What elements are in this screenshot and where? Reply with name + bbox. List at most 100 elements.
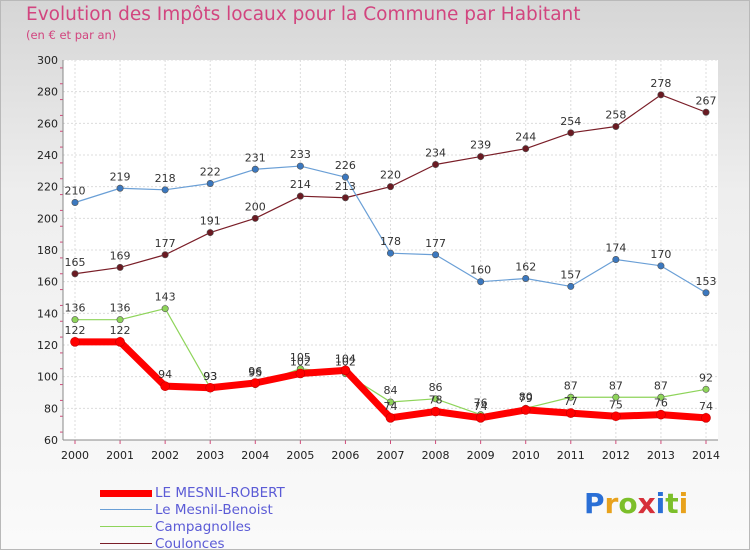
x-tick-label: 2012 xyxy=(602,449,630,462)
x-tick-label: 2013 xyxy=(647,449,675,462)
data-point xyxy=(656,409,666,420)
data-label: 214 xyxy=(290,178,311,191)
data-label: 244 xyxy=(515,131,536,144)
x-tick-label: 2011 xyxy=(557,449,585,462)
data-label: 84 xyxy=(384,384,398,397)
x-tick-label: 2009 xyxy=(467,449,495,462)
data-label: 87 xyxy=(564,379,578,392)
data-label: 105 xyxy=(290,351,311,364)
x-tick-label: 2006 xyxy=(331,449,359,462)
chart-subtitle: (en € et par an) xyxy=(26,28,117,42)
x-tick-label: 2002 xyxy=(151,449,179,462)
data-label: 102 xyxy=(290,356,311,369)
data-label: 122 xyxy=(110,324,131,337)
x-tick-label: 2008 xyxy=(422,449,450,462)
data-label: 86 xyxy=(429,381,443,394)
data-point xyxy=(71,199,79,207)
data-point xyxy=(702,289,710,297)
data-point xyxy=(250,378,261,388)
data-label: 95 xyxy=(248,367,262,380)
data-point xyxy=(116,184,124,192)
data-label: 92 xyxy=(699,371,713,384)
x-tick-label: 2005 xyxy=(286,449,314,462)
data-point xyxy=(522,274,530,282)
data-point xyxy=(340,365,351,376)
data-point xyxy=(612,393,620,401)
data-label: 191 xyxy=(200,215,221,228)
data-point xyxy=(70,337,80,347)
data-label: 102 xyxy=(335,356,356,369)
data-point xyxy=(71,270,79,278)
data-label: 153 xyxy=(696,275,717,288)
legend-label: LE MESNIL-ROBERT xyxy=(155,485,285,501)
data-label: 136 xyxy=(110,302,131,315)
legend-label: Le Mesnil-Benoist xyxy=(155,502,273,518)
x-tick-label: 2007 xyxy=(377,449,405,462)
data-label: 104 xyxy=(335,352,356,365)
logo-letter: P xyxy=(584,487,605,520)
data-label: 74 xyxy=(384,400,398,413)
data-point xyxy=(161,251,169,259)
data-point xyxy=(205,382,216,393)
data-label: 170 xyxy=(650,248,671,261)
y-tick-label: 100 xyxy=(37,371,58,384)
data-point xyxy=(386,183,394,191)
data-point xyxy=(612,255,620,263)
data-point xyxy=(702,385,710,393)
data-label: 231 xyxy=(245,151,266,164)
x-tick-label: 2010 xyxy=(512,449,540,462)
data-point xyxy=(477,278,485,286)
data-point xyxy=(386,249,394,257)
data-point xyxy=(657,393,665,401)
y-tick-label: 300 xyxy=(37,54,58,67)
data-label: 219 xyxy=(110,170,131,183)
data-point xyxy=(115,337,125,347)
x-tick-label: 2000 xyxy=(61,449,89,462)
x-tick-label: 2003 xyxy=(196,449,224,462)
data-label: 94 xyxy=(158,368,172,381)
data-label: 122 xyxy=(65,324,86,337)
data-point xyxy=(430,406,441,417)
data-point xyxy=(296,162,304,170)
data-label: 267 xyxy=(696,94,717,107)
data-label: 162 xyxy=(515,261,536,274)
logo-letter: o xyxy=(618,487,638,520)
y-tick-label: 240 xyxy=(37,149,58,162)
y-tick-label: 120 xyxy=(37,339,58,352)
data-label: 226 xyxy=(335,159,356,172)
x-tick-label: 2001 xyxy=(106,449,134,462)
data-point xyxy=(116,316,124,324)
data-point xyxy=(701,413,711,423)
data-label: 157 xyxy=(560,268,581,281)
data-point xyxy=(295,368,306,379)
data-label: 254 xyxy=(560,115,581,128)
data-label: 87 xyxy=(609,379,623,392)
data-point xyxy=(702,108,710,116)
data-point xyxy=(565,408,576,418)
legend-swatch-mesnil-robert xyxy=(100,490,152,497)
data-point xyxy=(567,393,575,401)
proxiti-logo: Proxiti xyxy=(584,487,688,520)
data-point xyxy=(116,263,124,271)
data-label: 80 xyxy=(519,390,533,403)
data-label: 77 xyxy=(564,395,578,408)
data-point xyxy=(432,251,440,259)
data-point xyxy=(341,173,349,181)
data-label: 76 xyxy=(654,397,668,410)
y-tick-label: 80 xyxy=(44,402,58,415)
data-label: 234 xyxy=(425,147,446,160)
data-point xyxy=(520,405,531,415)
data-label: 210 xyxy=(65,185,86,198)
data-label: 160 xyxy=(470,264,491,277)
data-label: 93 xyxy=(203,370,217,383)
data-point xyxy=(71,316,79,324)
data-point xyxy=(522,145,530,153)
data-point xyxy=(432,395,440,403)
data-point xyxy=(341,194,349,202)
data-point xyxy=(475,413,486,423)
data-label: 143 xyxy=(155,291,176,304)
data-label: 278 xyxy=(650,77,671,90)
logo-letter: t xyxy=(665,487,679,520)
data-point xyxy=(251,214,259,222)
